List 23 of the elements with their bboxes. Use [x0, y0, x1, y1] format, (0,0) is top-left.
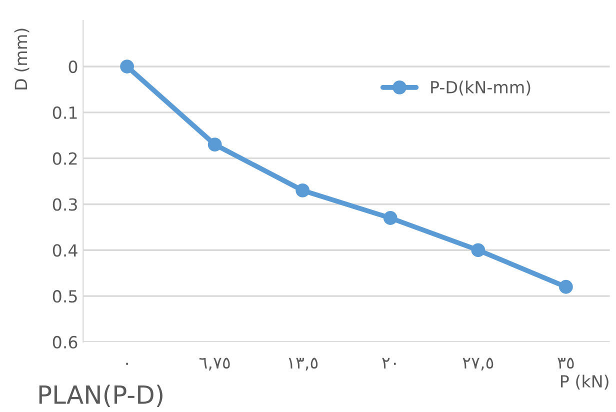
x-tick-label: ١٣,٥ — [288, 358, 318, 370]
point — [208, 138, 222, 152]
point — [296, 184, 310, 198]
y-tick-label: 0.1 — [52, 106, 77, 119]
y-tick-label: 0.3 — [52, 198, 77, 211]
point — [471, 243, 486, 258]
point — [120, 60, 134, 74]
y-tick-label: 0.4 — [52, 244, 78, 257]
y-tick-label: 0.5 — [52, 290, 77, 303]
y-axis-title: D (mm) — [14, 28, 30, 90]
y-tick-label: 0.2 — [52, 152, 77, 165]
x-tick-label: ٢٧,٥ — [462, 358, 494, 370]
x-axis-title: P (kN) — [561, 374, 608, 390]
x-tick-label: ٠ — [126, 362, 128, 365]
point — [383, 211, 398, 225]
point — [559, 280, 573, 294]
x-tick-label: ٣٥ — [558, 358, 574, 369]
x-tick-label: ٢٠ — [382, 358, 396, 369]
y-tick-label: 0 — [68, 60, 78, 74]
x-tick-label: ٦,٧٥ — [199, 358, 230, 370]
y-tick-label: 0.6 — [52, 336, 78, 349]
legend-label: P-D(kN-mm) — [431, 80, 530, 96]
text: PLAN(P-D) — [39, 384, 162, 408]
